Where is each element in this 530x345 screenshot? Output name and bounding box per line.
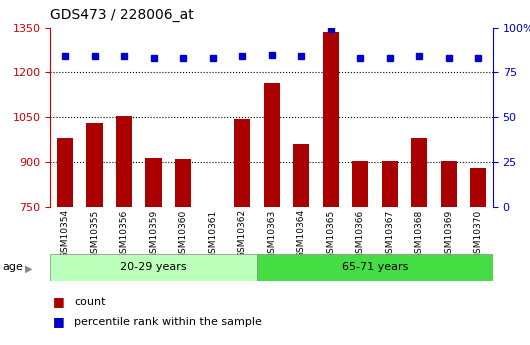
Bar <box>323 32 339 207</box>
Bar <box>352 161 368 207</box>
Text: GSM10356: GSM10356 <box>120 209 129 259</box>
Text: GSM10366: GSM10366 <box>356 209 365 259</box>
Text: GSM10367: GSM10367 <box>385 209 394 259</box>
Text: age: age <box>3 263 23 272</box>
Text: percentile rank within the sample: percentile rank within the sample <box>74 317 262 326</box>
Text: GSM10362: GSM10362 <box>237 209 246 258</box>
FancyBboxPatch shape <box>257 254 493 281</box>
Bar <box>382 161 398 207</box>
Bar <box>440 161 457 207</box>
Text: GSM10370: GSM10370 <box>474 209 483 259</box>
Text: GSM10360: GSM10360 <box>179 209 188 259</box>
FancyBboxPatch shape <box>50 254 257 281</box>
Text: GSM10365: GSM10365 <box>326 209 335 259</box>
Text: GSM10359: GSM10359 <box>149 209 158 259</box>
Bar <box>175 159 191 207</box>
Text: GSM10355: GSM10355 <box>90 209 99 259</box>
Text: GSM10369: GSM10369 <box>444 209 453 259</box>
Text: GSM10368: GSM10368 <box>414 209 423 259</box>
Text: GSM10363: GSM10363 <box>267 209 276 259</box>
Text: 65-71 years: 65-71 years <box>342 263 408 272</box>
Text: count: count <box>74 297 105 307</box>
Text: ▶: ▶ <box>25 264 33 273</box>
Text: GSM10361: GSM10361 <box>208 209 217 259</box>
Text: ■: ■ <box>53 295 65 308</box>
Text: GSM10364: GSM10364 <box>297 209 306 258</box>
Text: GSM10354: GSM10354 <box>60 209 69 258</box>
Bar <box>470 168 486 207</box>
Bar <box>293 144 309 207</box>
Bar <box>86 123 103 207</box>
Text: GDS473 / 228006_at: GDS473 / 228006_at <box>50 8 194 22</box>
Bar <box>263 83 280 207</box>
Text: 20-29 years: 20-29 years <box>120 263 187 272</box>
Bar <box>57 138 73 207</box>
Bar <box>234 119 250 207</box>
Bar <box>146 158 162 207</box>
Text: ■: ■ <box>53 315 65 328</box>
Bar <box>116 116 132 207</box>
Bar <box>411 138 427 207</box>
